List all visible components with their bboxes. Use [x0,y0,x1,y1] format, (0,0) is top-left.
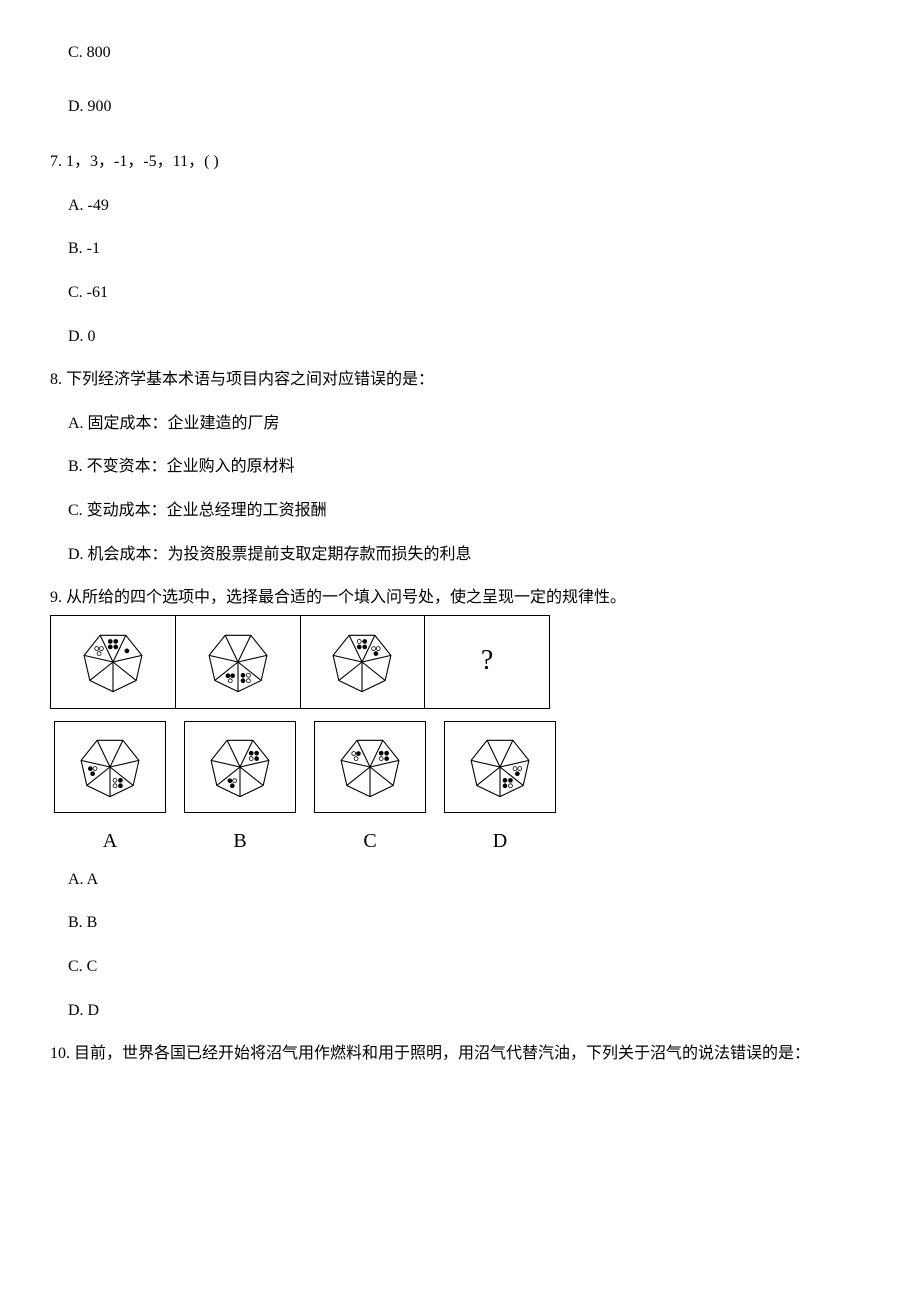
q7-option-d: D. 0 [68,324,870,350]
q9-option-a: A. A [68,867,870,893]
q9-answer-row [54,721,574,813]
q9-option-b: B. B [68,910,870,936]
heptagon-icon [201,728,279,806]
q9-seq-3 [301,616,426,708]
heptagon-icon [461,728,539,806]
q9-ans-d [444,721,556,813]
q9-ans-a [54,721,166,813]
q8-option-b: B. 不变资本：企业购入的原材料 [68,454,870,480]
q8-option-d: D. 机会成本：为投资股票提前支取定期存款而损失的利息 [68,542,870,568]
heptagon-icon [331,728,409,806]
q10-text: 10. 目前，世界各国已经开始将沼气用作燃料和用于照明，用沼气代替汽油，下列关于… [50,1041,870,1067]
heptagon-icon [199,623,277,701]
q9-option-d: D. D [68,998,870,1024]
heptagon-icon [323,623,401,701]
q9-figure: ? [50,615,870,857]
q9-label-row: A B C D [54,825,574,857]
q9-label-d: D [444,825,556,857]
q9-text: 9. 从所给的四个选项中，选择最合适的一个填入问号处，使之呈现一定的规律性。 [50,585,870,611]
q9-seq-qmark: ? [425,616,549,708]
q9-label-c: C [314,825,426,857]
q9-label-b: B [184,825,296,857]
q9-seq-1 [51,616,176,708]
q9-ans-c [314,721,426,813]
q9-seq-2 [176,616,301,708]
q9-sequence-row: ? [50,615,550,709]
q7-option-b: B. -1 [68,236,870,262]
heptagon-icon [71,728,149,806]
question-8: 8. 下列经济学基本术语与项目内容之间对应错误的是： A. 固定成本：企业建造的… [50,367,870,567]
q9-option-c: C. C [68,954,870,980]
q6-option-d: D. 900 [68,94,870,120]
q8-text: 8. 下列经济学基本术语与项目内容之间对应错误的是： [50,367,870,393]
q8-option-c: C. 变动成本：企业总经理的工资报酬 [68,498,870,524]
q9-qmark: ? [481,639,493,684]
q7-text: 7. 1，3，-1，-5，11，( ) [50,149,870,175]
question-10: 10. 目前，世界各国已经开始将沼气用作燃料和用于照明，用沼气代替汽油，下列关于… [50,1041,870,1067]
question-7: 7. 1，3，-1，-5，11，( ) A. -49 B. -1 C. -61 … [50,149,870,349]
q7-option-a: A. -49 [68,193,870,219]
heptagon-icon [74,623,152,701]
q8-option-a: A. 固定成本：企业建造的厂房 [68,411,870,437]
question-9: 9. 从所给的四个选项中，选择最合适的一个填入问号处，使之呈现一定的规律性。 ? [50,585,870,1023]
q9-ans-b [184,721,296,813]
q7-option-c: C. -61 [68,280,870,306]
q6-option-c: C. 800 [68,40,870,66]
q9-label-a: A [54,825,166,857]
